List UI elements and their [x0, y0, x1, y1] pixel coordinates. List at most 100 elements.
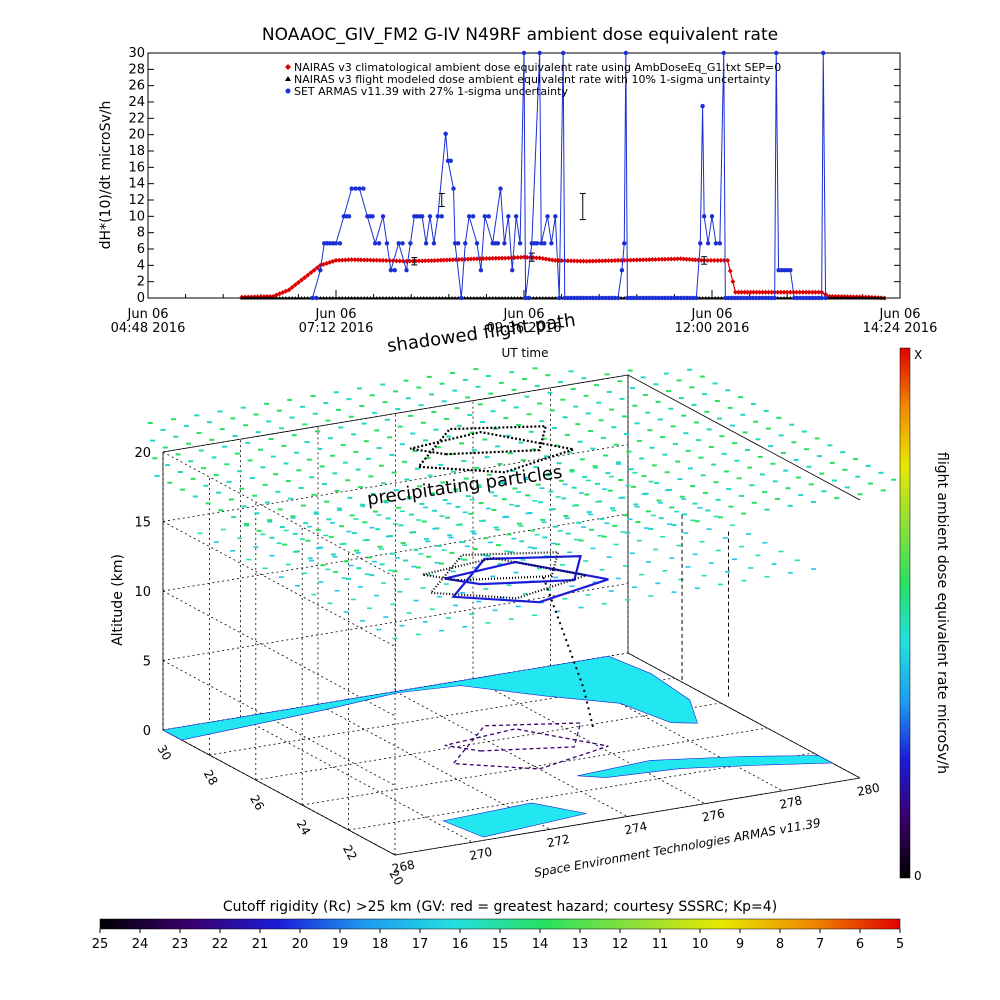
longitude-ticks: 268 270 272 274 276 278 280 [391, 780, 881, 875]
series-point [450, 257, 456, 263]
series-point [835, 296, 840, 300]
x-tick-label-time: 12:00 2016 [675, 321, 750, 336]
dose-colorbar: X 0 flight ambient dose equivalent rate … [899, 347, 950, 883]
series-point [753, 295, 759, 301]
series-point [713, 296, 718, 300]
series-point [587, 295, 592, 301]
series-point [694, 295, 699, 301]
series-point [302, 275, 308, 281]
series-point [496, 296, 501, 300]
series-point [515, 254, 521, 260]
series-point [575, 295, 580, 301]
series-point [590, 295, 596, 301]
series-point [503, 296, 508, 300]
series-point [370, 214, 375, 219]
series-point [502, 241, 507, 246]
series-point [701, 214, 707, 219]
series-point [547, 296, 552, 300]
series-point [625, 295, 630, 301]
y-tick-label: 28 [128, 62, 145, 77]
series-point [240, 296, 244, 300]
legend: NAIRAS v3 climatological ambient dose eq… [285, 61, 781, 98]
legend-marker [285, 76, 291, 81]
series-point [314, 295, 319, 301]
series-point [565, 295, 571, 301]
series-point [650, 295, 655, 301]
series-point [698, 241, 703, 246]
series-point [775, 296, 780, 300]
series-point [546, 256, 552, 262]
altitude-tick-label: 0 [143, 724, 151, 739]
series-point [578, 295, 583, 301]
series-point [788, 296, 793, 300]
top-shadow-track [409, 425, 574, 474]
series-point [487, 296, 492, 300]
series-point [590, 258, 596, 264]
series-point [463, 241, 468, 246]
series-point [574, 258, 580, 264]
base-grid-line [395, 691, 628, 817]
series-point [258, 296, 263, 300]
series-point [444, 257, 450, 263]
series-point [736, 289, 742, 295]
base-grid-line [255, 702, 721, 781]
series-point [456, 257, 462, 263]
series-point [697, 296, 702, 300]
base-grid-line [317, 703, 551, 830]
series-point [763, 289, 769, 295]
altitude-tick-label: 5 [143, 655, 151, 670]
ground-shadow-track [444, 722, 609, 770]
series-point [684, 295, 690, 301]
series-point [795, 295, 800, 301]
series-point [515, 296, 520, 300]
series-point [584, 295, 589, 301]
series-point [609, 258, 615, 264]
rigidity-tick-label: 11 [652, 937, 669, 952]
series-point [784, 289, 790, 295]
series-point [422, 258, 428, 264]
series-point [367, 257, 373, 263]
series-point [725, 257, 731, 263]
y-tick-label: 6 [137, 242, 145, 257]
series-point [468, 256, 474, 262]
series-point [703, 296, 708, 300]
series-point [757, 289, 763, 295]
x-tick-label-time: 09:36 2016 [487, 321, 562, 336]
series-point [334, 296, 338, 300]
series-point [392, 268, 397, 273]
series-point [553, 214, 558, 219]
series-point [649, 257, 655, 263]
series-point [804, 295, 809, 301]
box-edge [627, 374, 861, 501]
series-point [669, 295, 674, 301]
series-point [453, 296, 458, 300]
longitude-tick-label: 280 [856, 780, 881, 798]
series-point [459, 256, 465, 262]
land-cuba [577, 755, 834, 778]
y-tick-label: 26 [128, 79, 145, 94]
series-point [540, 255, 546, 261]
longitude-tick-label: 278 [778, 793, 803, 811]
base-grid-line [472, 678, 706, 805]
series-point [434, 296, 439, 300]
series-point [665, 256, 671, 262]
rigidity-tick-label: 9 [736, 937, 744, 952]
series-point [684, 256, 690, 262]
rigidity-tick-label: 22 [212, 937, 229, 952]
series-point [545, 214, 550, 219]
series-point [781, 289, 787, 295]
series-point [416, 258, 422, 264]
series-point [534, 241, 540, 246]
base-grid-line [209, 677, 675, 756]
box-edge [162, 374, 629, 453]
series-point [809, 289, 815, 295]
series-point [393, 296, 398, 300]
series-point [599, 258, 605, 264]
series-point [361, 257, 367, 263]
series-point [687, 295, 693, 301]
series-point [851, 296, 855, 300]
series-point [665, 295, 671, 301]
series-point [321, 296, 326, 300]
series-point [419, 214, 425, 219]
series-point [368, 296, 373, 300]
